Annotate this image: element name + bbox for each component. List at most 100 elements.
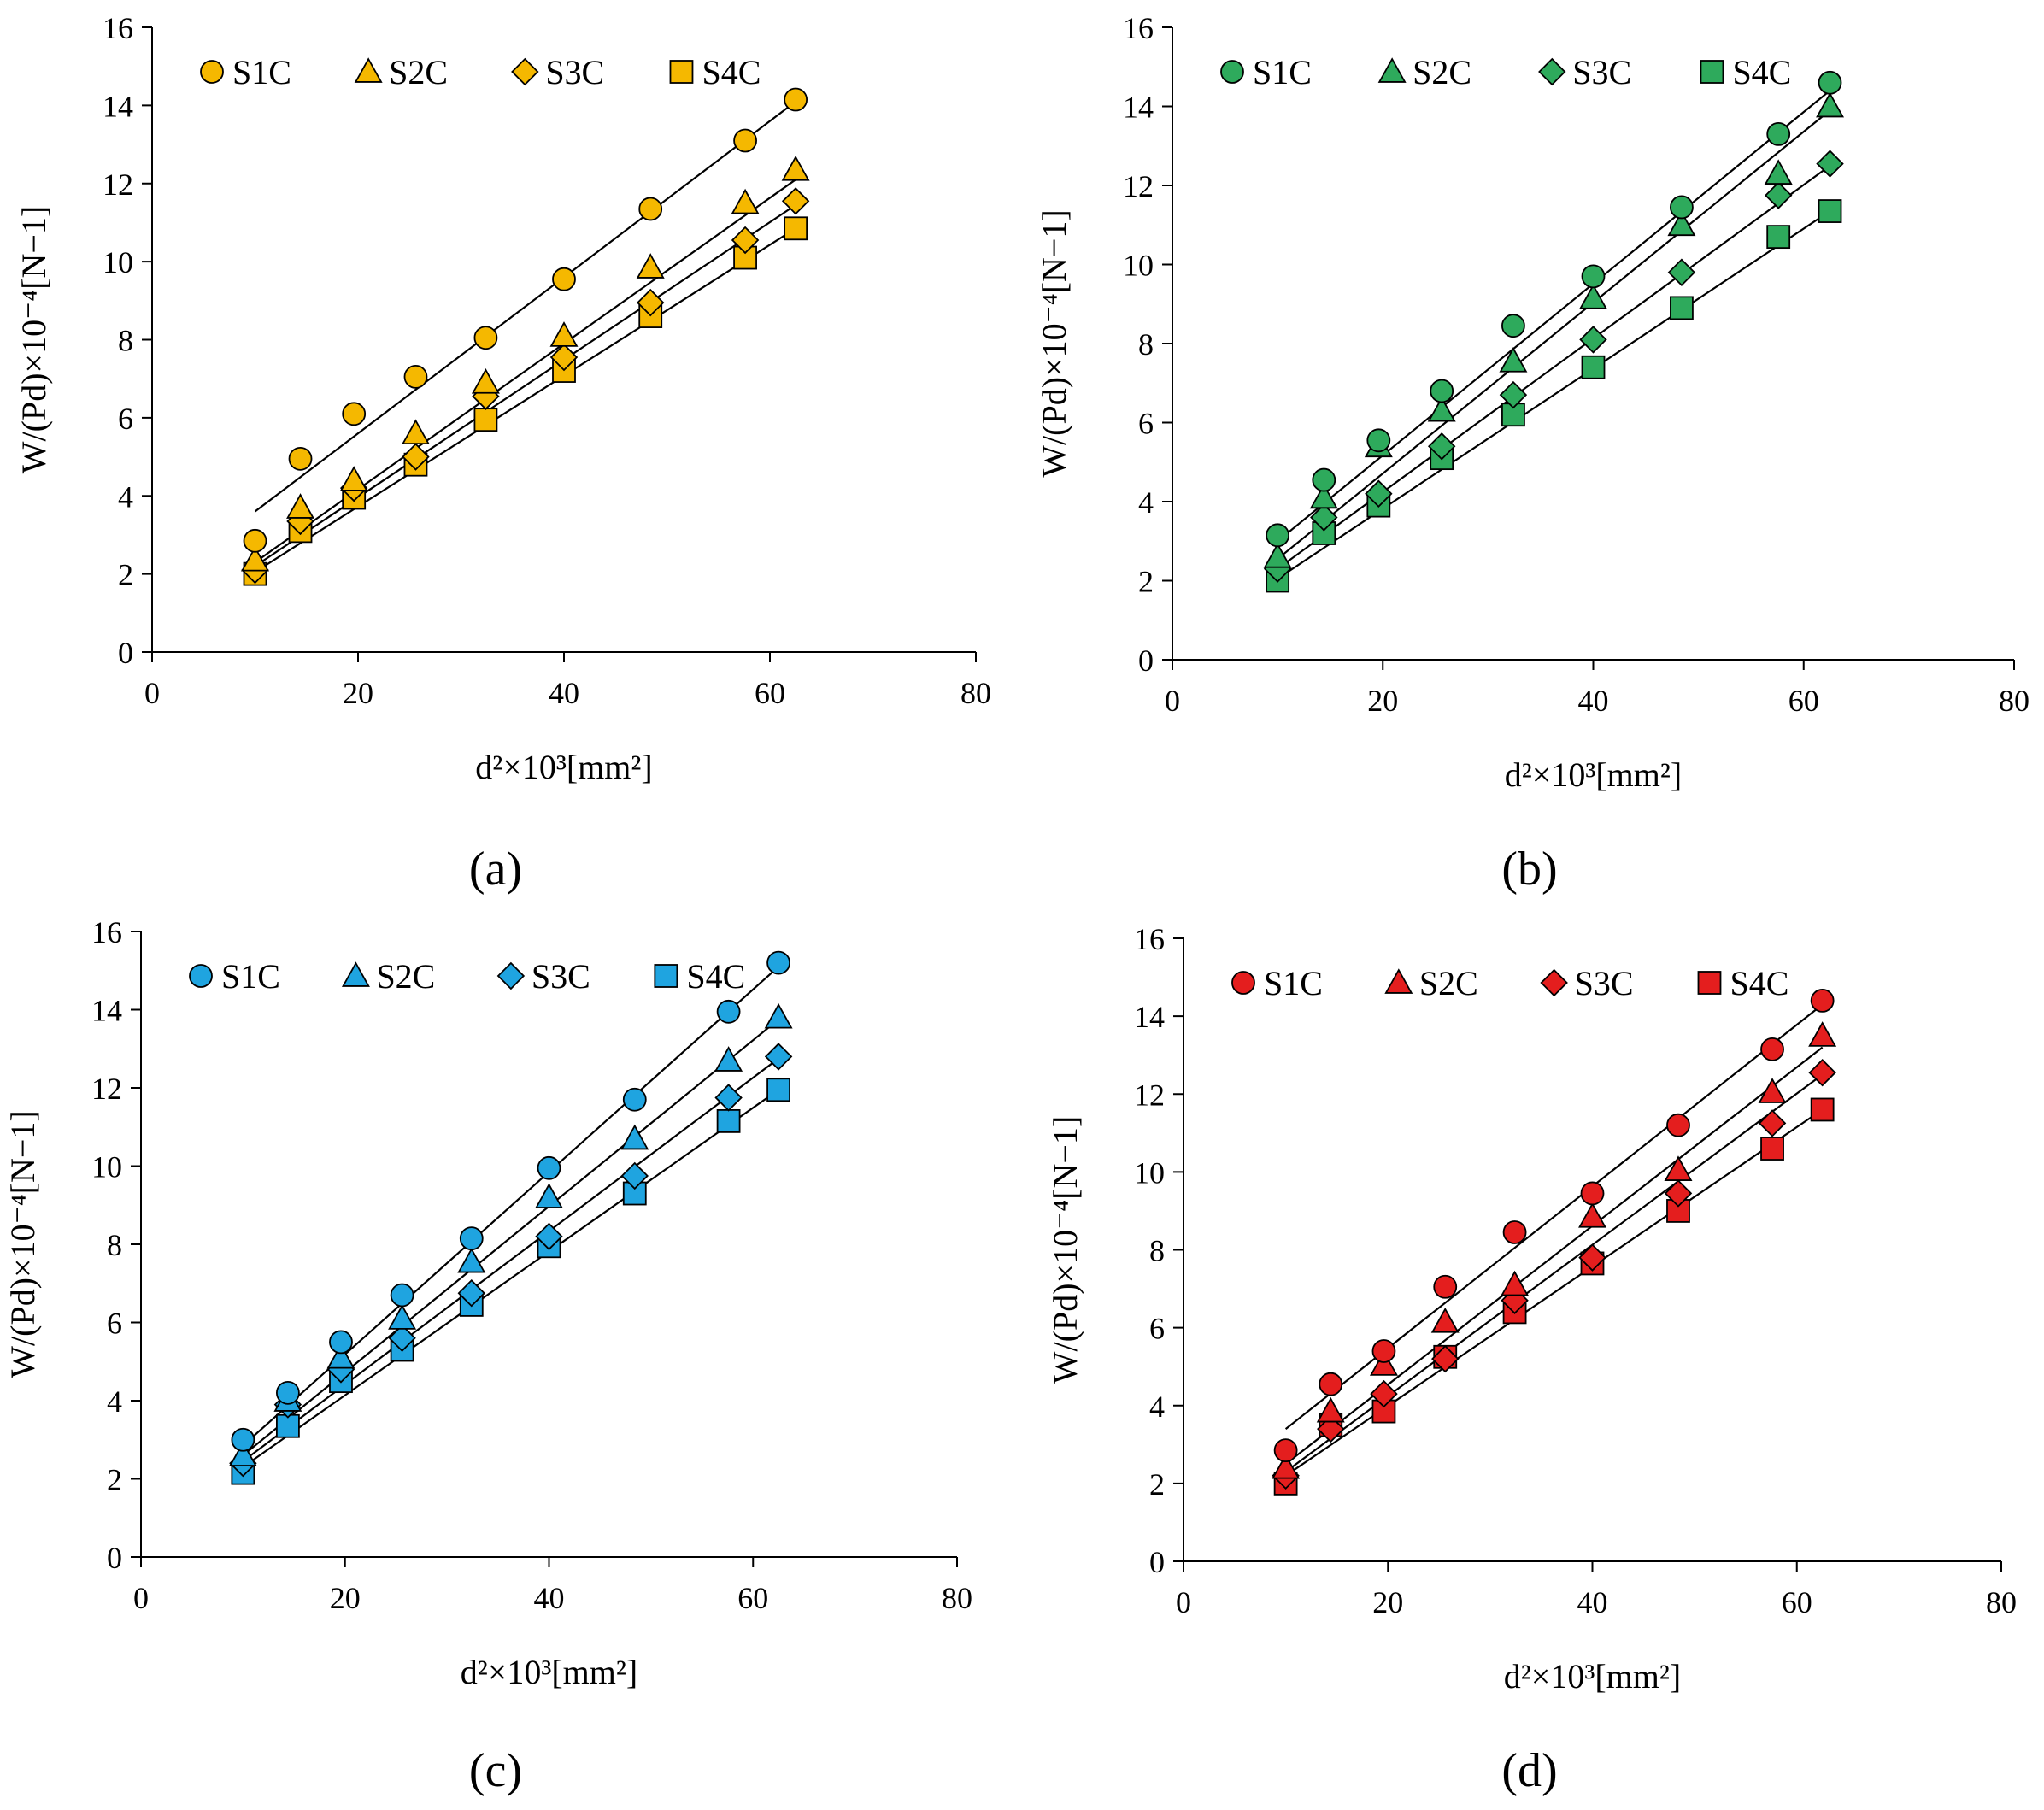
data-point-s3c <box>1499 380 1528 409</box>
legend-label-s4c: S4C <box>702 53 761 91</box>
x-tick-label: 40 <box>1578 684 1609 718</box>
y-tick-label: 12 <box>1134 1078 1165 1112</box>
data-point-s1c <box>716 999 741 1024</box>
legend-marker-s2c <box>354 57 383 83</box>
legend-label-s4c: S4C <box>1732 53 1791 91</box>
data-point-s3c <box>1758 1109 1787 1137</box>
legend-label-s3c: S3C <box>1575 964 1634 1002</box>
data-point-s1c <box>1502 1220 1527 1244</box>
x-axis-label: d²×10³[mm²] <box>461 1653 637 1691</box>
fit-line-s2c <box>254 179 796 563</box>
data-point-s1c <box>231 1427 256 1452</box>
data-point-s1c <box>329 1330 353 1355</box>
data-point-s1c <box>1266 523 1290 548</box>
data-point-s2c <box>535 1183 563 1208</box>
data-point-s1c <box>1810 989 1835 1013</box>
data-point-s1c <box>552 267 576 291</box>
y-tick-label: 10 <box>1123 249 1154 283</box>
x-tick-label: 20 <box>1372 1585 1403 1619</box>
x-tick-label: 0 <box>1165 684 1180 718</box>
y-tick-label: 4 <box>107 1384 122 1419</box>
data-point-s4c <box>1818 199 1842 223</box>
fit-line-s1c <box>1284 1003 1824 1430</box>
x-tick-label: 80 <box>942 1581 972 1615</box>
data-point-s1c <box>1366 428 1391 453</box>
data-point-s2c <box>471 367 500 394</box>
chart-panel-3: 0 2 4 6 8 10 12 14 16 0 20 40 60 80 d²×10³[mm²] W/(Pd)×… <box>3 915 972 1797</box>
y-tick-label: 12 <box>1123 169 1154 203</box>
data-point-s2c <box>636 253 665 279</box>
data-point-s2c <box>1430 1307 1460 1333</box>
data-point-s2c <box>1499 347 1528 373</box>
data-point-s3c <box>535 1222 563 1251</box>
data-point-s2c <box>1427 396 1456 422</box>
data-point-s2c <box>1578 1202 1606 1228</box>
data-point-s2c <box>1316 1396 1345 1423</box>
legend-label-s3c: S3C <box>545 53 604 91</box>
legend-marker-s2c <box>1377 57 1407 83</box>
data-point-s3c <box>549 343 579 372</box>
data-point-s3c <box>388 1324 416 1353</box>
legend-marker-s4c <box>1700 60 1724 84</box>
data-point-s3c <box>620 1161 649 1190</box>
legend-marker-s3c <box>1540 968 1568 997</box>
panel-label: (d) <box>1501 1744 1557 1797</box>
legend-marker-s4c <box>669 60 694 84</box>
data-point-s1c <box>1818 70 1842 95</box>
data-point-s1c <box>638 197 663 221</box>
y-tick-label: 10 <box>91 1150 122 1184</box>
data-point-s3c <box>1579 326 1607 354</box>
y-tick-label: 0 <box>1149 1545 1165 1579</box>
data-point-s4c <box>716 1108 741 1133</box>
data-point-s2c <box>1808 1021 1837 1047</box>
data-point-s4c <box>1766 225 1791 250</box>
data-point-s2c <box>241 545 269 572</box>
data-point-s2c <box>286 493 314 519</box>
x-tick-label: 80 <box>960 676 991 710</box>
data-point-s4c <box>784 216 808 241</box>
fit-line-s4c <box>242 1089 779 1468</box>
data-point-s1c <box>243 528 267 553</box>
x-tick-label: 20 <box>1367 684 1398 718</box>
legend-label-s4c: S4C <box>686 957 745 996</box>
data-point-s4c <box>1581 355 1606 379</box>
y-tick-label: 2 <box>1138 565 1154 599</box>
data-point-s1c <box>784 87 808 112</box>
x-tick-label: 0 <box>133 1581 149 1615</box>
legend-label-s2c: S2C <box>389 53 448 91</box>
fit-line-s2c <box>1277 109 1831 560</box>
legend-marker-s1c <box>1220 60 1244 84</box>
x-tick-label: 80 <box>1999 684 2029 718</box>
y-tick-label: 6 <box>1149 1312 1165 1346</box>
data-point-s2c <box>402 419 430 445</box>
y-tick-label: 10 <box>1134 1155 1165 1190</box>
y-axis-label: W/(Pd)×10⁻⁴[N−1] <box>15 206 53 473</box>
data-point-s1c <box>622 1087 647 1112</box>
data-point-s3c <box>1578 1243 1606 1272</box>
data-point-s2c <box>1501 1270 1530 1296</box>
legend-marker-s3c <box>1538 57 1566 86</box>
data-point-s4c <box>1760 1137 1784 1161</box>
data-point-s4c <box>1670 296 1694 320</box>
data-point-s3c <box>457 1278 485 1308</box>
y-tick-label: 8 <box>118 324 133 358</box>
data-point-s1c <box>1312 467 1336 492</box>
data-point-s3c <box>1365 479 1393 508</box>
y-tick-label: 16 <box>91 915 122 949</box>
y-tick-label: 8 <box>1138 327 1154 361</box>
data-point-s1c <box>1433 1274 1458 1299</box>
y-tick-label: 0 <box>107 1541 122 1575</box>
data-point-s1c <box>275 1380 300 1405</box>
data-point-s4c <box>473 408 498 432</box>
data-point-s2c <box>457 1247 486 1273</box>
data-point-s1c <box>1501 314 1525 338</box>
data-point-s2c <box>1758 1078 1787 1103</box>
y-tick-label: 14 <box>1123 91 1154 125</box>
y-tick-label: 2 <box>118 558 133 592</box>
y-tick-label: 6 <box>107 1307 122 1341</box>
data-point-s2c <box>326 1343 355 1369</box>
data-point-s1c <box>390 1283 414 1308</box>
x-tick-label: 60 <box>1782 1585 1812 1619</box>
y-tick-label: 8 <box>107 1228 122 1262</box>
data-point-s3c <box>731 226 760 255</box>
